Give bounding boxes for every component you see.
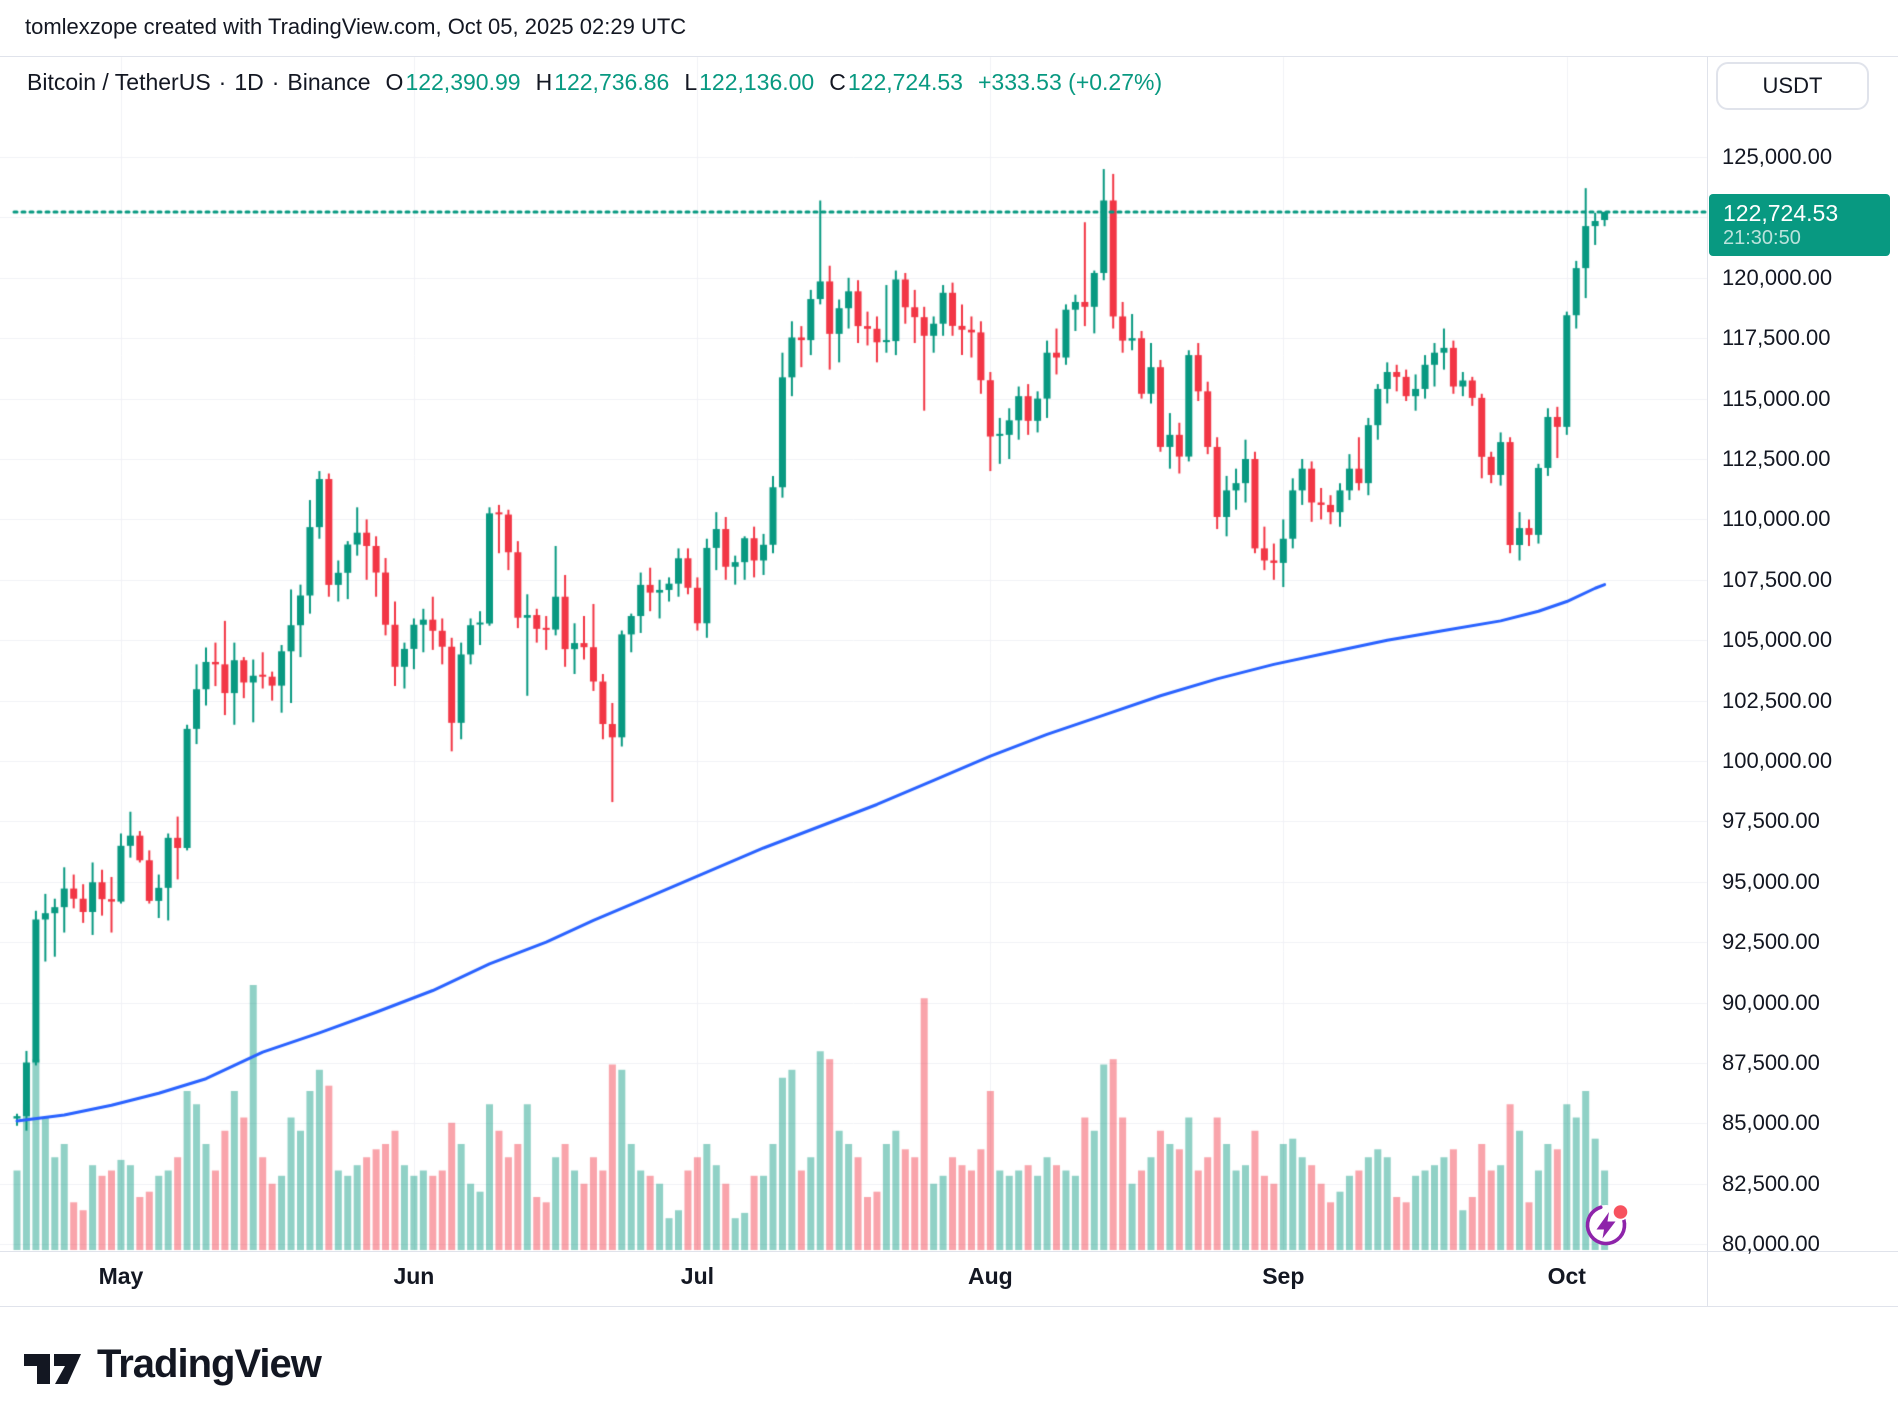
time-axis-label: May	[98, 1263, 144, 1289]
price-axis-label: 115,000.00	[1722, 385, 1831, 411]
time-axis[interactable]	[0, 1252, 1898, 1306]
time-axis-label: Jun	[393, 1263, 435, 1289]
high-value: 122,736.86	[554, 69, 670, 95]
low-value: 122,136.00	[699, 69, 815, 95]
low-label: L	[684, 69, 698, 95]
ohlc-high: H 122,736.86	[536, 69, 670, 96]
time-axis-bottom-border	[0, 1306, 1898, 1307]
price-axis-label: 100,000.00	[1722, 748, 1833, 773]
change-value: +333.53 (+0.27%)	[977, 69, 1163, 95]
price-axis-label: 80,000.00	[1722, 1231, 1820, 1257]
symbol-interval[interactable]: 1D	[234, 69, 264, 95]
currency-toggle-button[interactable]: USDT	[1716, 62, 1869, 110]
time-axis-label: Aug	[967, 1263, 1013, 1289]
price-axis-label: 110,000.00	[1722, 506, 1831, 532]
price-axis-label: 112,500.00	[1722, 446, 1831, 471]
price-axis-label: 105,000.00	[1722, 627, 1833, 653]
price-axis-label: 102,500.00	[1722, 687, 1833, 713]
high-label: H	[535, 69, 553, 95]
time-axis-label: Jul	[680, 1263, 715, 1289]
tradingview-logo[interactable]: TradingView	[22, 1340, 322, 1388]
symbol-title[interactable]: Bitcoin / TetherUS · 1D · Binance	[27, 69, 371, 96]
creator-credit-text: tomlexzope created with TradingView.com,…	[25, 14, 687, 39]
time-axis-top-border	[0, 1251, 1898, 1252]
price-axis-label: 97,500.00	[1722, 808, 1820, 834]
ohlc-close: C 122,724.53	[829, 69, 963, 96]
tradingview-mark-icon	[24, 1354, 81, 1384]
quick-trade-button[interactable]	[1583, 1201, 1631, 1249]
price-axis-label: 90,000.00	[1722, 989, 1820, 1015]
lightning-icon	[1585, 1203, 1629, 1246]
legend-separator: ·	[218, 69, 227, 95]
price-axis-label: 85,000.00	[1722, 1110, 1820, 1136]
price-axis-label: 117,500.00	[1722, 325, 1831, 351]
time-axis-label: Oct	[1547, 1263, 1586, 1289]
notification-dot	[1613, 1205, 1628, 1219]
price-axis-label: 82,500.00	[1722, 1170, 1820, 1196]
price-axis-label: 120,000.00	[1722, 264, 1833, 290]
open-value: 122,390.99	[405, 69, 521, 95]
ohlc-open: O 122,390.99	[386, 69, 521, 96]
close-value: 122,724.53	[847, 69, 963, 95]
symbol-exchange: Binance	[287, 69, 371, 95]
last-price-badge[interactable]: 122,724.53 21:30:50	[1709, 193, 1890, 256]
time-axis-label: Sep	[1262, 1263, 1305, 1289]
ohlc-low: L 122,136.00	[684, 69, 814, 96]
open-label: O	[385, 69, 404, 95]
last-price-value: 122,724.53	[1723, 199, 1839, 226]
legend-separator: ·	[271, 69, 280, 95]
symbol-name: Bitcoin / TetherUS	[27, 69, 211, 95]
tradingview-wordmark: TradingView	[97, 1341, 322, 1386]
price-axis-label: 92,500.00	[1722, 929, 1820, 955]
symbol-legend: Bitcoin / TetherUS · 1D · Binance O 122,…	[27, 69, 1162, 96]
price-axis-label: 87,500.00	[1722, 1050, 1820, 1075]
price-axis-label: 125,000.00	[1722, 144, 1833, 169]
price-axis-label: 107,500.00	[1722, 566, 1833, 592]
price-axis-label: 95,000.00	[1722, 868, 1820, 894]
bar-countdown: 21:30:50	[1723, 226, 1801, 249]
close-label: C	[829, 69, 846, 95]
price-axis-separator[interactable]	[1707, 56, 1708, 1306]
pane-top-border	[0, 56, 1898, 57]
